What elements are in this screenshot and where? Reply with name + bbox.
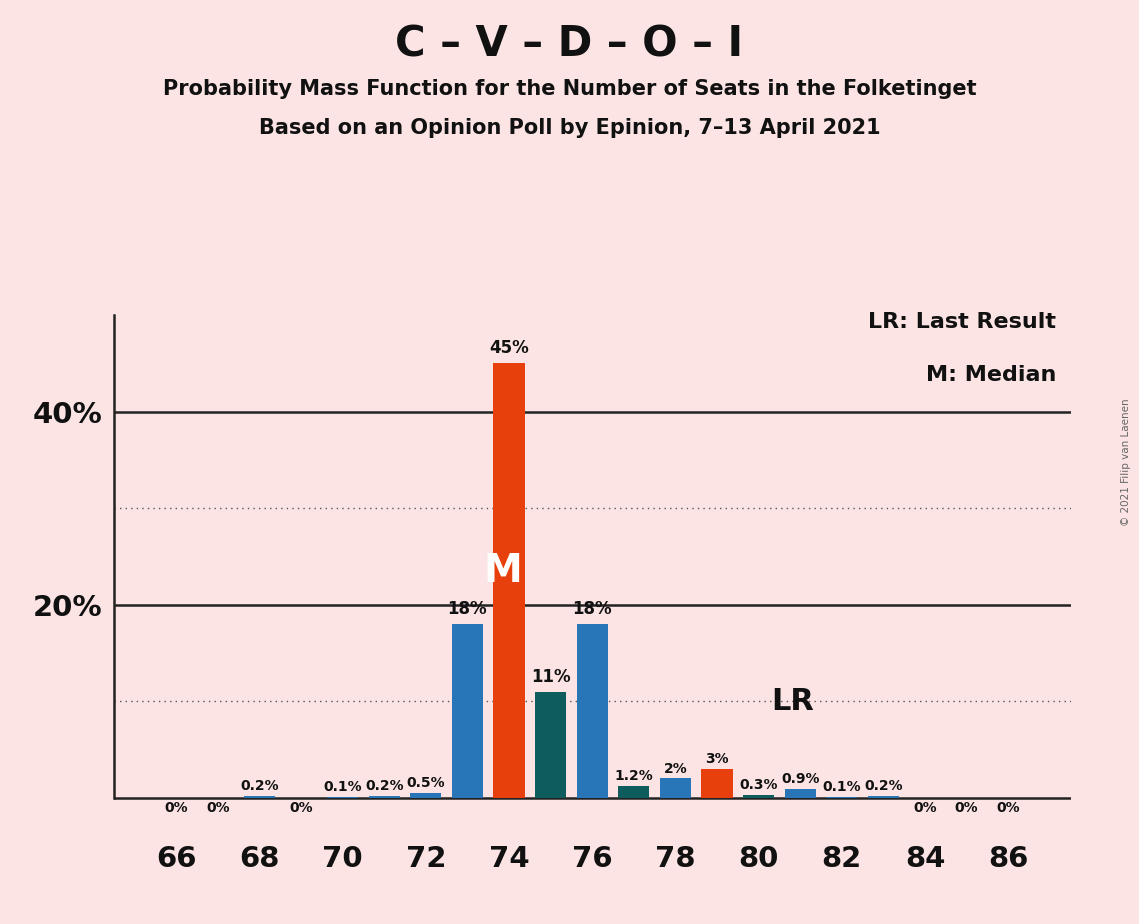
Text: 0.9%: 0.9% [781,772,820,786]
Bar [452,624,483,797]
Bar [785,789,816,797]
Text: C – V – D – O – I: C – V – D – O – I [395,23,744,65]
Text: 0%: 0% [206,801,230,815]
Text: 2%: 2% [664,761,687,775]
Bar [618,786,649,797]
Bar [535,691,566,797]
Text: 0%: 0% [164,801,188,815]
Bar [369,796,400,797]
Text: 0%: 0% [913,801,937,815]
Text: LR: LR [771,687,814,716]
Text: 0.2%: 0.2% [865,779,903,793]
Text: 0.2%: 0.2% [240,779,279,793]
Text: 0.5%: 0.5% [407,776,445,790]
Bar [659,779,691,797]
Bar [743,795,775,797]
Bar [826,796,858,797]
Text: 0.1%: 0.1% [822,780,861,794]
Text: Based on an Opinion Poll by Epinion, 7–13 April 2021: Based on an Opinion Poll by Epinion, 7–1… [259,118,880,139]
Bar [702,769,732,797]
Text: 0%: 0% [289,801,313,815]
Bar [327,796,359,797]
Text: 0%: 0% [954,801,978,815]
Text: 45%: 45% [490,339,528,358]
Text: 0%: 0% [997,801,1021,815]
Text: 3%: 3% [705,752,729,766]
Bar [576,624,608,797]
Text: 0.2%: 0.2% [364,779,403,793]
Text: 18%: 18% [573,601,612,618]
Text: © 2021 Filip van Laenen: © 2021 Filip van Laenen [1121,398,1131,526]
Text: M: M [483,553,522,590]
Bar [493,363,525,797]
Text: 1.2%: 1.2% [615,770,654,784]
Text: LR: Last Result: LR: Last Result [868,311,1056,332]
Bar [244,796,276,797]
Bar [410,793,442,797]
Text: 0.1%: 0.1% [323,780,362,794]
Text: M: Median: M: Median [926,365,1056,385]
Text: 11%: 11% [531,668,571,686]
Bar [868,796,899,797]
Text: 18%: 18% [448,601,487,618]
Text: 0.3%: 0.3% [739,778,778,792]
Text: Probability Mass Function for the Number of Seats in the Folketinget: Probability Mass Function for the Number… [163,79,976,99]
